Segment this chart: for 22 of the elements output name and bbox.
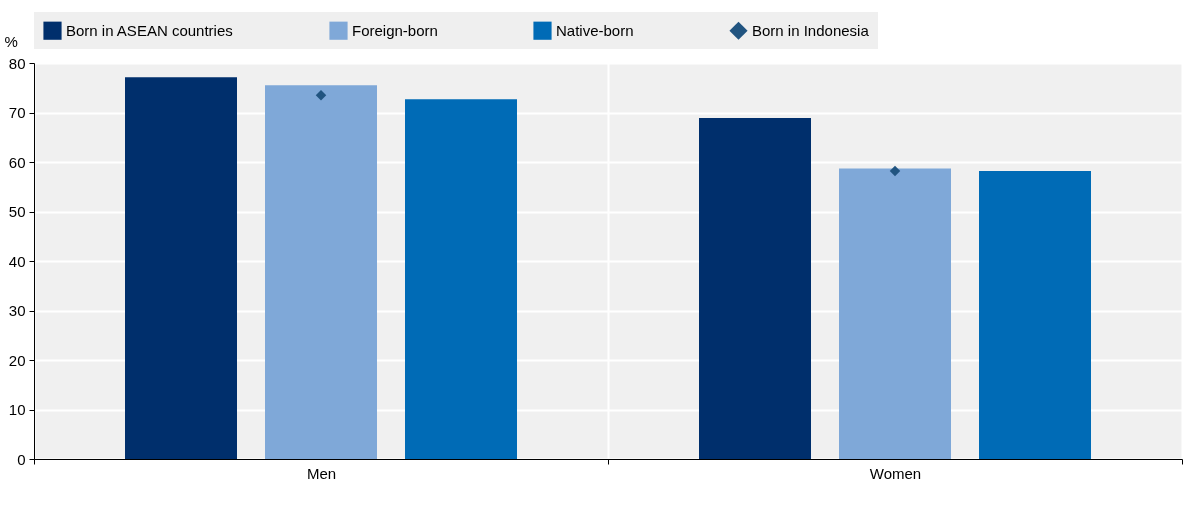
x-tick-label: Men <box>306 464 337 482</box>
legend-label: Born in Indonesia <box>752 21 870 39</box>
legend-label: Born in ASEAN countries <box>66 21 233 39</box>
bar <box>265 85 377 459</box>
y-tick-label: 20 <box>8 351 26 369</box>
bar <box>125 77 237 459</box>
bar <box>699 117 811 459</box>
y-tick-label: 50 <box>8 203 26 220</box>
y-tick-label: 80 <box>8 54 26 72</box>
y-axis-title: % <box>4 32 18 50</box>
bar <box>979 170 1091 459</box>
x-tick-label: Women <box>869 464 922 482</box>
legend-label: Native-born <box>556 21 634 39</box>
y-tick-label: 70 <box>8 104 26 121</box>
y-tick-label: 30 <box>8 302 26 319</box>
bar <box>405 99 517 459</box>
y-tick-label: 10 <box>8 401 26 418</box>
y-tick-label: 40 <box>8 252 26 270</box>
bar <box>839 168 951 459</box>
legend-label: Foreign-born <box>352 21 438 39</box>
y-tick-label: 60 <box>8 153 26 171</box>
y-tick-label: 0 <box>17 450 26 468</box>
